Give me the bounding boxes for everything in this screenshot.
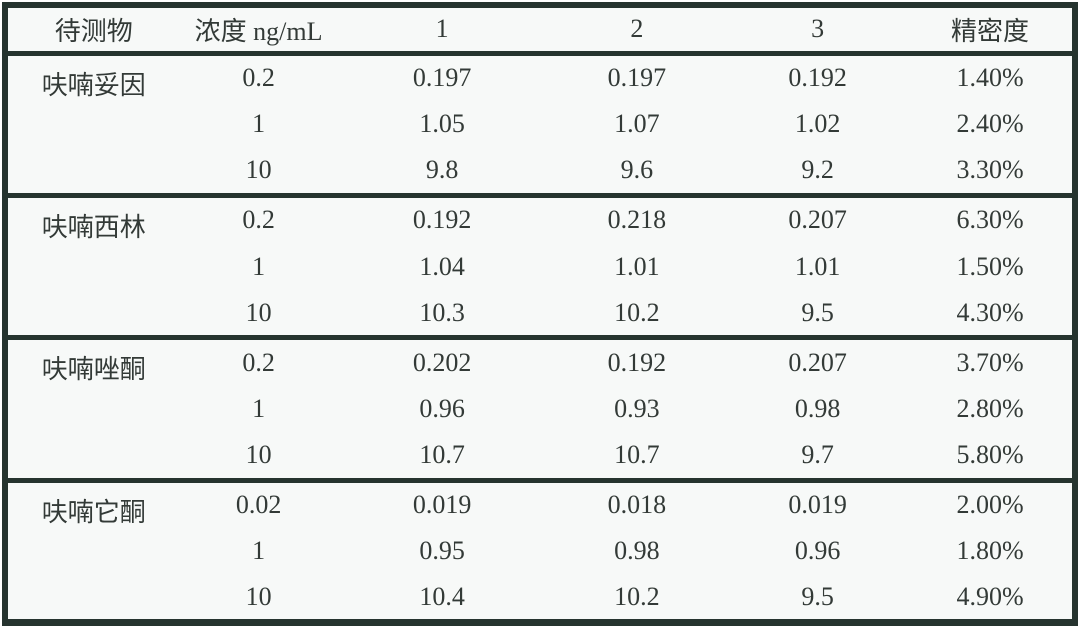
- analyte-group-nitrofurantoin: 呋喃妥因 0.2 0.197 0.197 0.192 1.40% 1 1.05 …: [5, 53, 1075, 195]
- col-header-replicate-2: 2: [630, 14, 644, 44]
- cell-replicate-2: 10.2: [614, 582, 660, 612]
- cell-replicate-3: 0.98: [794, 393, 841, 423]
- cell-replicate-1: 0.96: [419, 393, 465, 423]
- cell-replicate-2: 1.07: [614, 109, 660, 139]
- cell-replicate-1: 10.7: [419, 440, 465, 470]
- cell-replicate-1: 1.04: [419, 251, 465, 281]
- cell-replicate-3: 9.5: [801, 582, 834, 612]
- table-row: 1 1.04 1.01 1.01 1.50%: [5, 243, 1075, 290]
- cell-replicate-1: 0.192: [412, 205, 472, 235]
- cell-replicate-3: 1.02: [794, 109, 841, 139]
- cell-precision: 2.80%: [956, 393, 1024, 423]
- cell-analyte: 呋喃妥因: [41, 70, 146, 100]
- cell-concentration: 1: [252, 251, 266, 281]
- cell-replicate-2: 9.6: [620, 155, 654, 185]
- cell-replicate-3: 0.192: [788, 62, 847, 92]
- cell-concentration: 0.02: [235, 490, 282, 520]
- cell-replicate-2: 0.93: [614, 393, 660, 423]
- table-row: 1 1.05 1.07 1.02 2.40%: [5, 100, 1075, 147]
- cell-replicate-2: 10.7: [614, 440, 660, 470]
- cell-precision: 1.40%: [956, 62, 1024, 92]
- cell-replicate-3: 0.019: [788, 490, 847, 520]
- cell-precision: 4.30%: [956, 297, 1024, 327]
- cell-replicate-1: 0.197: [412, 62, 472, 92]
- cell-replicate-2: 1.01: [614, 251, 660, 281]
- cell-replicate-3: 9.7: [801, 440, 834, 470]
- header-row: 待测物 浓度 ng/mL 1 2 3 精密度: [5, 5, 1075, 53]
- col-header-replicate-3: 3: [811, 14, 825, 44]
- cell-replicate-1: 1.05: [419, 109, 465, 139]
- cell-replicate-3: 9.5: [801, 297, 834, 327]
- analyte-group-furaltadone: 呋喃它酮 0.02 0.019 0.018 0.019 2.00% 1 0.95…: [5, 480, 1075, 622]
- table-row: 10 10.3 10.2 9.5 4.30%: [5, 290, 1075, 337]
- cell-precision: 6.30%: [956, 205, 1024, 235]
- cell-concentration: 10: [245, 582, 272, 612]
- cell-replicate-1: 10.4: [419, 582, 465, 612]
- cell-concentration: 0.2: [242, 205, 275, 235]
- cell-precision: 1.80%: [956, 536, 1024, 566]
- cell-concentration: 0.2: [242, 347, 275, 377]
- col-header-precision: 精密度: [951, 16, 1030, 46]
- cell-concentration: 1: [252, 536, 266, 566]
- cell-replicate-1: 9.8: [425, 155, 459, 185]
- cell-precision: 2.40%: [956, 109, 1024, 139]
- cell-replicate-2: 10.2: [614, 297, 660, 327]
- cell-precision: 5.80%: [956, 440, 1024, 470]
- table-row: 10 10.7 10.7 9.7 5.80%: [5, 433, 1075, 480]
- cell-precision: 3.70%: [956, 347, 1024, 377]
- cell-precision: 4.90%: [956, 582, 1024, 612]
- table-header: 待测物 浓度 ng/mL 1 2 3 精密度: [5, 5, 1075, 53]
- cell-replicate-3: 1.01: [794, 251, 841, 281]
- cell-precision: 3.30%: [956, 155, 1024, 185]
- cell-replicate-3: 0.207: [788, 205, 847, 235]
- cell-replicate-2: 0.98: [614, 536, 660, 566]
- cell-analyte: 呋喃它酮: [41, 497, 146, 527]
- cell-concentration: 1: [252, 393, 266, 423]
- cell-concentration: 10: [245, 440, 272, 470]
- cell-precision: 1.50%: [956, 251, 1024, 281]
- cell-precision: 2.00%: [956, 490, 1024, 520]
- table-row: 呋喃唑酮 0.2 0.202 0.192 0.207 3.70%: [5, 338, 1075, 385]
- cell-replicate-1: 10.3: [419, 297, 465, 327]
- cell-concentration: 0.2: [242, 62, 275, 92]
- cell-replicate-1: 0.202: [412, 347, 472, 377]
- table-row: 1 0.95 0.98 0.96 1.80%: [5, 528, 1075, 575]
- cell-replicate-1: 0.019: [412, 490, 472, 520]
- table-row: 呋喃西林 0.2 0.192 0.218 0.207 6.30%: [5, 195, 1075, 242]
- analyte-group-furazolidone: 呋喃唑酮 0.2 0.202 0.192 0.207 3.70% 1 0.96 …: [5, 337, 1075, 480]
- cell-analyte: 呋喃唑酮: [41, 355, 146, 385]
- cell-concentration: 10: [245, 155, 272, 185]
- cell-replicate-2: 0.192: [607, 347, 667, 377]
- table-row: 呋喃妥因 0.2 0.197 0.197 0.192 1.40%: [5, 53, 1075, 100]
- cell-replicate-1: 0.95: [419, 536, 465, 566]
- cell-replicate-2: 0.018: [607, 490, 667, 520]
- col-header-analyte: 待测物: [54, 16, 133, 46]
- table-row: 10 10.4 10.2 9.5 4.90%: [5, 575, 1075, 622]
- cell-replicate-2: 0.218: [607, 205, 667, 235]
- table-row: 1 0.96 0.93 0.98 2.80%: [5, 385, 1075, 432]
- cell-analyte: 呋喃西林: [41, 212, 146, 242]
- table-row: 呋喃它酮 0.02 0.019 0.018 0.019 2.00%: [5, 480, 1075, 527]
- cell-replicate-3: 0.207: [788, 347, 847, 377]
- analyte-group-furacilin: 呋喃西林 0.2 0.192 0.218 0.207 6.30% 1 1.04 …: [5, 195, 1075, 337]
- cell-replicate-2: 0.197: [607, 62, 667, 92]
- col-header-replicate-1: 1: [435, 14, 449, 44]
- cell-concentration: 1: [252, 109, 266, 139]
- cell-concentration: 10: [245, 297, 272, 327]
- cell-replicate-3: 9.2: [801, 155, 834, 185]
- table-row: 10 9.8 9.6 9.2 3.30%: [5, 148, 1075, 195]
- cell-replicate-3: 0.96: [794, 536, 841, 566]
- col-header-concentration: 浓度 ng/mL: [194, 16, 323, 46]
